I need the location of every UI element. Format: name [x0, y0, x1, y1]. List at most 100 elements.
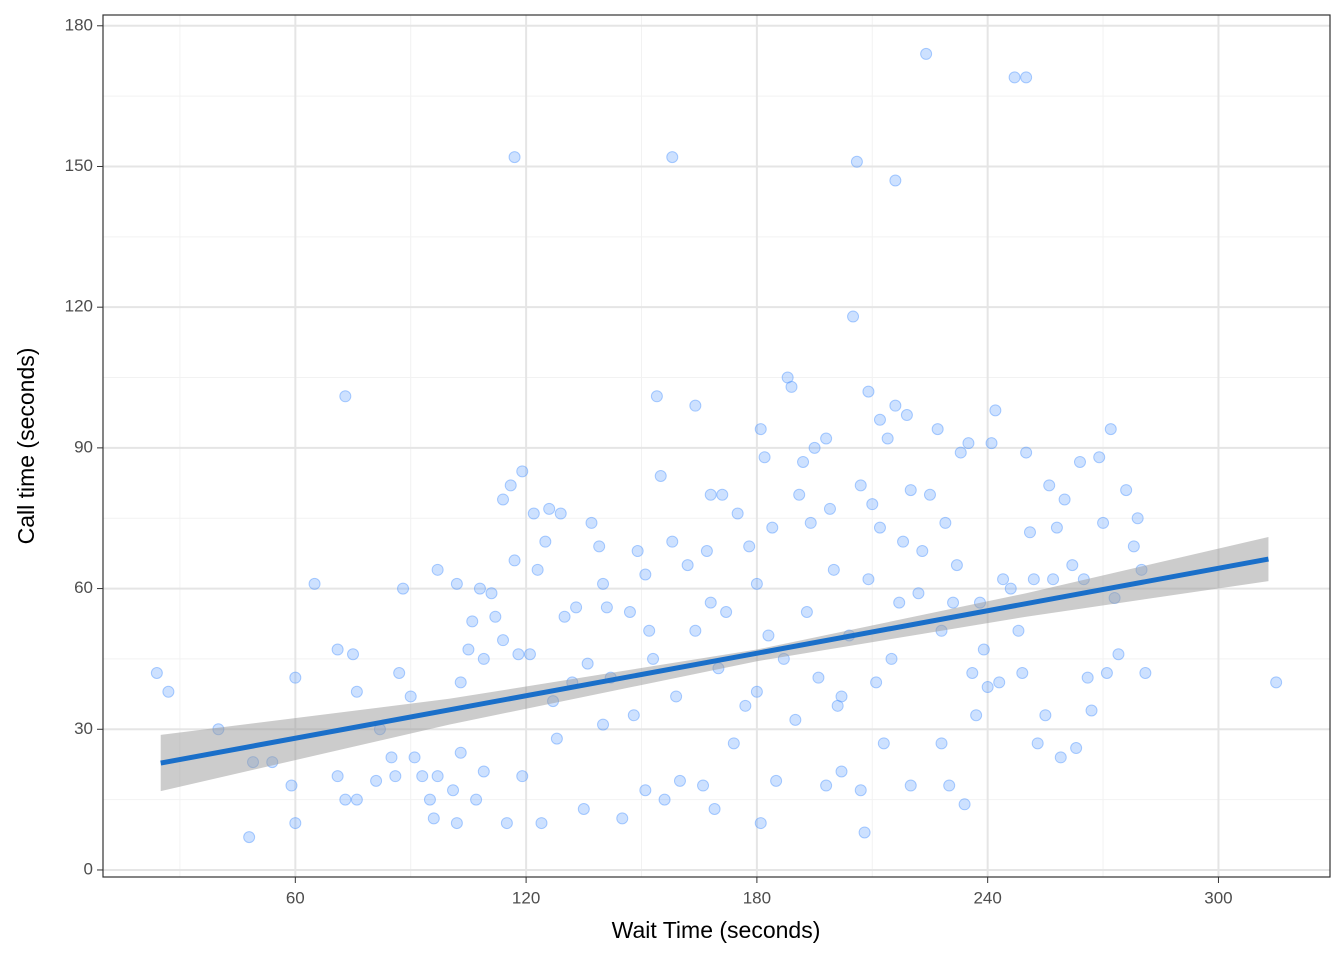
point	[681, 559, 694, 572]
point	[727, 737, 740, 750]
point	[789, 713, 802, 726]
point	[1073, 455, 1086, 468]
point	[754, 817, 767, 830]
point	[600, 601, 613, 614]
point	[970, 709, 983, 722]
point	[447, 784, 460, 797]
point	[889, 399, 902, 412]
point	[858, 826, 871, 839]
point	[370, 774, 383, 787]
point	[700, 545, 713, 558]
point	[943, 779, 956, 792]
point	[670, 690, 683, 703]
point	[631, 545, 644, 558]
point	[689, 399, 702, 412]
point	[1050, 521, 1063, 534]
point	[947, 596, 960, 609]
point	[785, 380, 798, 393]
point	[923, 488, 936, 501]
point	[820, 432, 833, 445]
point	[558, 610, 571, 623]
point	[920, 47, 933, 60]
x-axis-title: Wait Time (seconds)	[612, 917, 821, 943]
point	[704, 596, 717, 609]
point	[585, 516, 598, 529]
point	[535, 817, 548, 830]
point	[243, 831, 256, 844]
point	[962, 437, 975, 450]
point	[512, 648, 525, 661]
point	[350, 685, 363, 698]
point	[1120, 484, 1133, 497]
point	[1016, 666, 1029, 679]
point	[1112, 648, 1125, 661]
point	[1027, 573, 1040, 586]
x-tick-label: 240	[973, 888, 1001, 907]
point	[804, 516, 817, 529]
point	[997, 573, 1010, 586]
point	[912, 587, 925, 600]
point	[416, 770, 429, 783]
point	[1004, 582, 1017, 595]
point	[289, 817, 302, 830]
point	[889, 174, 902, 187]
point	[162, 685, 175, 698]
point	[666, 151, 679, 164]
point	[473, 582, 486, 595]
point	[1054, 751, 1067, 764]
point	[339, 793, 352, 806]
point	[150, 666, 163, 679]
point	[531, 563, 544, 576]
point	[862, 573, 875, 586]
trend-line	[160, 556, 1269, 766]
point	[539, 535, 552, 548]
y-tick-label: 150	[65, 156, 93, 175]
point	[793, 488, 806, 501]
point	[873, 413, 886, 426]
point	[1066, 559, 1079, 572]
point	[1012, 624, 1025, 637]
point	[812, 671, 825, 684]
plot-border	[102, 14, 1331, 878]
point	[308, 577, 321, 590]
point	[393, 666, 406, 679]
point	[1043, 479, 1056, 492]
point	[1093, 451, 1106, 464]
point	[597, 577, 610, 590]
point	[716, 488, 729, 501]
point	[758, 451, 771, 464]
point	[497, 493, 510, 506]
point	[543, 502, 556, 515]
point	[1031, 737, 1044, 750]
point	[977, 643, 990, 656]
y-tick-label: 90	[74, 437, 93, 456]
point	[1008, 71, 1021, 84]
point	[743, 540, 756, 553]
point	[885, 652, 898, 665]
y-tick-label: 120	[65, 297, 93, 316]
point	[350, 793, 363, 806]
point	[1270, 676, 1283, 689]
point	[639, 568, 652, 581]
point	[623, 606, 636, 619]
point	[916, 545, 929, 558]
point	[485, 587, 498, 600]
point	[931, 423, 944, 436]
point	[1039, 709, 1052, 722]
point	[516, 465, 529, 478]
point	[893, 596, 906, 609]
point	[954, 446, 967, 459]
point	[627, 709, 640, 722]
point	[666, 535, 679, 548]
point	[431, 770, 444, 783]
point	[797, 455, 810, 468]
point	[866, 498, 879, 511]
point	[708, 802, 721, 815]
point	[827, 563, 840, 576]
point	[820, 779, 833, 792]
point	[527, 507, 540, 520]
point	[650, 390, 663, 403]
point	[504, 479, 517, 492]
x-tick-label: 300	[1204, 888, 1232, 907]
